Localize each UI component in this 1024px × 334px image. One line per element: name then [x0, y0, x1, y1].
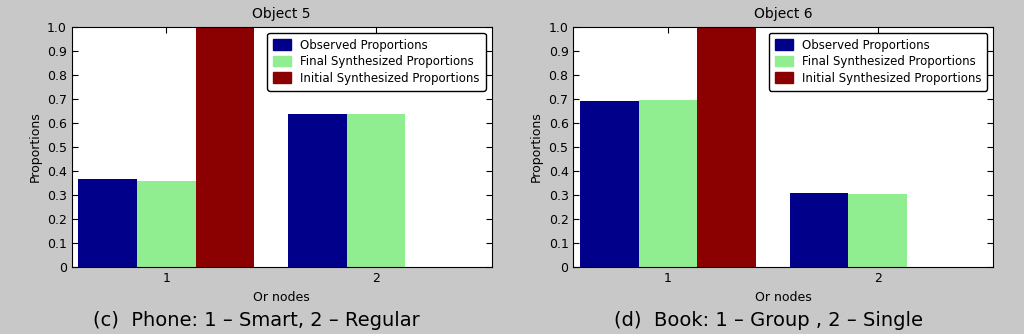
Y-axis label: Proportions: Proportions [530, 112, 543, 182]
Title: Object 5: Object 5 [252, 7, 311, 21]
Y-axis label: Proportions: Proportions [29, 112, 41, 182]
Bar [849, 194, 907, 267]
Text: (d)  Book: 1 – Group , 2 – Single: (d) Book: 1 – Group , 2 – Single [613, 311, 923, 330]
Bar [639, 100, 697, 267]
Bar [347, 115, 406, 267]
X-axis label: Or nodes: Or nodes [253, 291, 310, 304]
Text: (c)  Phone: 1 – Smart, 2 – Regular: (c) Phone: 1 – Smart, 2 – Regular [92, 311, 420, 330]
Bar [78, 179, 137, 267]
X-axis label: Or nodes: Or nodes [755, 291, 812, 304]
Bar [196, 27, 254, 267]
Bar [580, 101, 639, 267]
Bar [137, 181, 196, 267]
Bar [288, 115, 347, 267]
Bar [697, 27, 756, 267]
Title: Object 6: Object 6 [754, 7, 813, 21]
Legend: Observed Proportions, Final Synthesized Proportions, Initial Synthesized Proport: Observed Proportions, Final Synthesized … [267, 33, 485, 91]
Bar [790, 193, 849, 267]
Legend: Observed Proportions, Final Synthesized Proportions, Initial Synthesized Proport: Observed Proportions, Final Synthesized … [769, 33, 987, 91]
